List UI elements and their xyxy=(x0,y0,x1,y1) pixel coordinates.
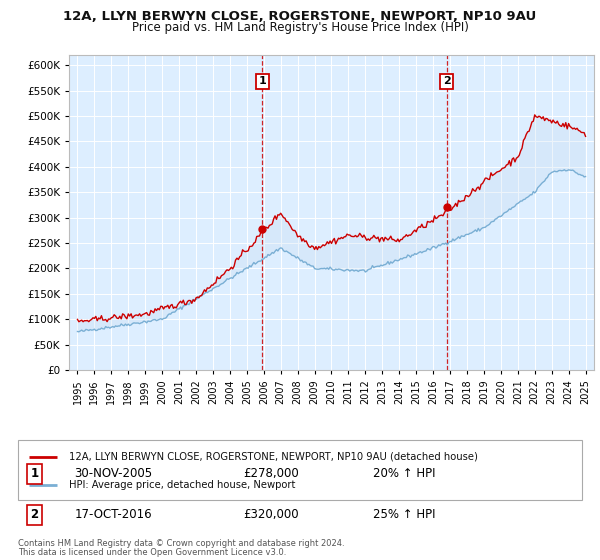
Text: £320,000: £320,000 xyxy=(244,508,299,521)
Text: 17-OCT-2016: 17-OCT-2016 xyxy=(74,508,152,521)
Text: 12A, LLYN BERWYN CLOSE, ROGERSTONE, NEWPORT, NP10 9AU: 12A, LLYN BERWYN CLOSE, ROGERSTONE, NEWP… xyxy=(64,10,536,22)
Text: 20% ↑ HPI: 20% ↑ HPI xyxy=(373,468,436,480)
Text: 12A, LLYN BERWYN CLOSE, ROGERSTONE, NEWPORT, NP10 9AU (detached house): 12A, LLYN BERWYN CLOSE, ROGERSTONE, NEWP… xyxy=(69,452,478,462)
Text: 30-NOV-2005: 30-NOV-2005 xyxy=(74,468,152,480)
Text: This data is licensed under the Open Government Licence v3.0.: This data is licensed under the Open Gov… xyxy=(18,548,286,557)
Text: 2: 2 xyxy=(31,508,38,521)
Text: £278,000: £278,000 xyxy=(244,468,299,480)
Text: Price paid vs. HM Land Registry's House Price Index (HPI): Price paid vs. HM Land Registry's House … xyxy=(131,21,469,34)
Text: 2: 2 xyxy=(443,76,451,86)
Text: HPI: Average price, detached house, Newport: HPI: Average price, detached house, Newp… xyxy=(69,480,295,490)
Text: 1: 1 xyxy=(31,468,38,480)
Text: 25% ↑ HPI: 25% ↑ HPI xyxy=(373,508,436,521)
Text: Contains HM Land Registry data © Crown copyright and database right 2024.: Contains HM Land Registry data © Crown c… xyxy=(18,539,344,548)
Text: 1: 1 xyxy=(259,76,266,86)
FancyBboxPatch shape xyxy=(18,440,582,500)
